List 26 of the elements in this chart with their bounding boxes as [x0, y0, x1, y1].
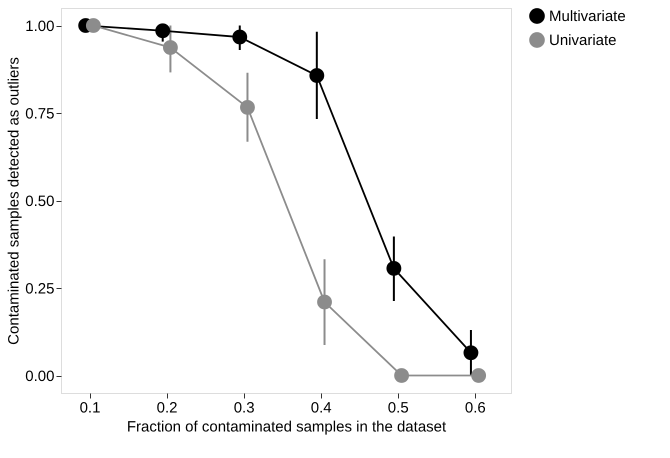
legend-label: Multivariate [549, 8, 626, 25]
point [471, 368, 486, 383]
y-tick-label: 1.00 [25, 18, 54, 35]
y-tick-label: 0.75 [25, 106, 54, 122]
y-tick-label: 0.25 [25, 280, 54, 298]
x-tick-label: 0.5 [388, 400, 409, 416]
point [232, 30, 248, 44]
point [155, 23, 170, 38]
y-tick-label: 0.00 [25, 368, 54, 385]
point [386, 261, 402, 276]
y-tick-label: 0.50 [25, 193, 54, 210]
x-tick-label: 0.4 [310, 400, 332, 416]
legend-label: Univariate [549, 32, 617, 49]
point [240, 100, 255, 115]
point [317, 294, 332, 310]
point [163, 40, 178, 55]
x-axis-title: Fraction of contaminated samples in the dataset [126, 418, 448, 436]
point [309, 68, 324, 83]
x-tick-label: 0.2 [156, 400, 178, 416]
point [394, 368, 409, 383]
point [464, 345, 478, 360]
point [86, 18, 101, 33]
x-tick-label: 0.3 [234, 400, 255, 416]
y-axis-title: Contaminated samples detected as outliers [5, 57, 22, 345]
x-tick-label: 0.1 [80, 400, 100, 416]
x-tick-label: 0.6 [464, 400, 486, 416]
